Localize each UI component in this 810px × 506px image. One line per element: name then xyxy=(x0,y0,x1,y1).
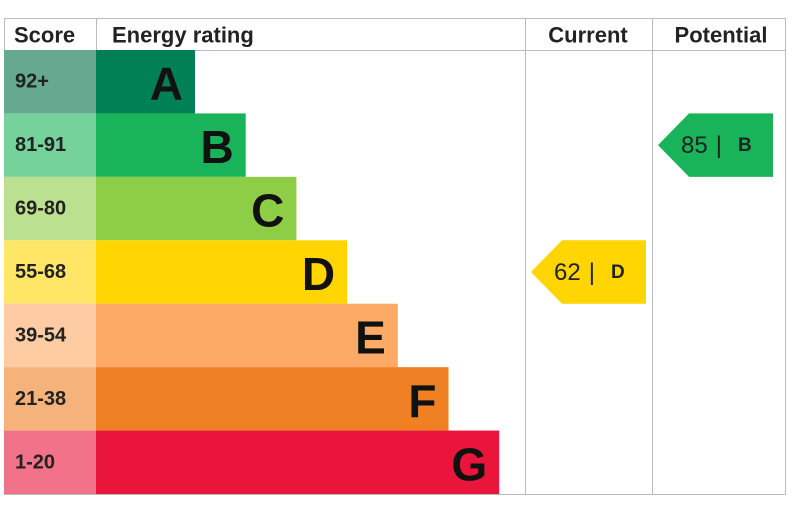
current-rating: D xyxy=(611,262,625,283)
rating-letter: F xyxy=(408,375,436,427)
current-score: 62 xyxy=(554,259,581,286)
potential-separator: | xyxy=(716,132,722,159)
header-score: Score xyxy=(14,23,75,48)
score-label: 81-91 xyxy=(15,134,66,156)
header: Score Energy rating Current Potential xyxy=(14,23,767,48)
potential-label: 85 | B xyxy=(681,132,752,159)
current-arrow xyxy=(531,240,646,304)
score-label: 55-68 xyxy=(15,261,66,283)
score-cell xyxy=(4,176,96,241)
score-cell xyxy=(4,303,96,368)
current-label: 62 | D xyxy=(554,259,625,286)
rating-bar xyxy=(96,176,297,241)
potential-rating: B xyxy=(738,135,752,156)
score-label: 21-38 xyxy=(15,388,66,410)
current-separator: | xyxy=(589,259,595,286)
score-cell xyxy=(4,113,96,177)
rating-letter: G xyxy=(451,438,487,490)
header-energy-rating: Energy rating xyxy=(112,23,254,48)
rating-letter: A xyxy=(150,58,183,110)
score-label: 1-20 xyxy=(15,451,55,473)
potential-arrow xyxy=(658,113,773,177)
rating-bar xyxy=(96,113,246,177)
score-cell xyxy=(4,240,96,304)
score-label: 92+ xyxy=(15,71,49,93)
rating-bar xyxy=(96,50,195,114)
rating-letter: D xyxy=(302,248,335,300)
score-cell xyxy=(4,50,96,114)
rating-bar xyxy=(96,240,348,304)
score-label: 69-80 xyxy=(15,198,66,220)
potential-score: 85 xyxy=(681,132,708,159)
score-cell xyxy=(4,367,96,431)
header-potential: Potential xyxy=(675,23,768,48)
score-label: 39-54 xyxy=(15,324,67,346)
score-cell xyxy=(4,430,96,494)
header-current: Current xyxy=(548,23,628,48)
rating-bar xyxy=(96,430,500,494)
rating-bar xyxy=(96,367,449,431)
rating-letter: E xyxy=(355,311,386,363)
rating-bar xyxy=(96,303,398,368)
rating-letter: C xyxy=(251,185,284,237)
rating-letter: B xyxy=(200,121,233,173)
